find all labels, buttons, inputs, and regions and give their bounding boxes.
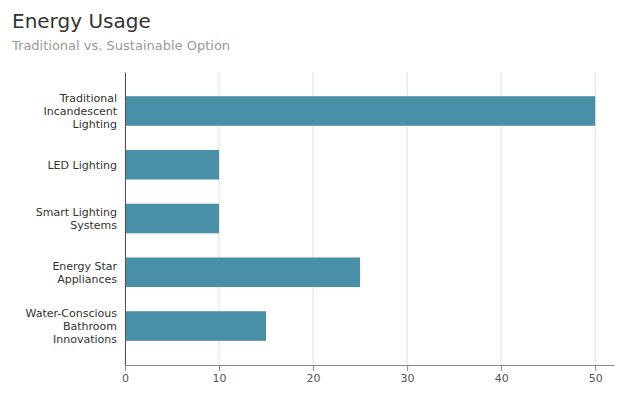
x-tick: 50 xyxy=(589,365,603,385)
x-axis: 0 10 20 30 40 50 xyxy=(122,365,615,385)
y-tick-label-line: Water-Conscious xyxy=(26,307,118,320)
grid xyxy=(125,72,595,365)
y-tick: Energy StarAppliances xyxy=(52,260,125,286)
plot: 0 10 20 30 40 50 Water-ConsciousBathroomInnova… xyxy=(26,72,615,385)
x-tick-label: 10 xyxy=(213,372,227,385)
y-tick-label-line: LED Lighting xyxy=(47,159,117,172)
x-tick-label: 30 xyxy=(401,372,415,385)
bar xyxy=(125,204,219,234)
y-tick: Smart LightingSystems xyxy=(36,206,125,232)
x-axis-line xyxy=(126,365,615,366)
x-tick-mark xyxy=(407,365,408,371)
y-tick-label: Water-ConsciousBathroomInnovations xyxy=(26,307,118,346)
subtitle: Traditional vs. Sustainable Option xyxy=(11,38,230,53)
y-tick: TraditionalIncandescentLighting xyxy=(43,92,125,131)
bars xyxy=(125,96,595,341)
y-tick: Water-ConsciousBathroomInnovations xyxy=(26,307,125,346)
x-tick-mark xyxy=(501,365,502,371)
y-tick-label-line: Bathroom xyxy=(63,320,117,333)
x-tick-label: 0 xyxy=(122,372,129,385)
x-tick-mark xyxy=(313,365,314,371)
x-tick-label: 40 xyxy=(495,372,509,385)
x-tick: 30 xyxy=(401,365,415,385)
x-tick: 10 xyxy=(213,365,227,385)
grid-line xyxy=(125,72,126,365)
y-tick-label-line: Energy Star xyxy=(52,260,117,273)
y-tick-label: TraditionalIncandescentLighting xyxy=(43,92,117,131)
x-tick-label: 50 xyxy=(589,372,603,385)
y-tick-label: LED Lighting xyxy=(47,159,117,172)
x-tick-mark xyxy=(125,365,126,371)
chart: Energy Usage Traditional vs. Sustainable … xyxy=(0,0,639,395)
x-tick-mark xyxy=(595,365,596,371)
bar xyxy=(125,311,266,341)
y-tick-label-line: Lighting xyxy=(73,118,117,131)
y-tick-label: Energy StarAppliances xyxy=(52,260,117,286)
x-tick-mark xyxy=(219,365,220,371)
x-tick: 40 xyxy=(495,365,509,385)
bar xyxy=(125,257,360,287)
x-tick-label: 20 xyxy=(307,372,321,385)
x-tick: 0 xyxy=(122,365,129,385)
bar xyxy=(125,150,219,180)
y-tick-label-line: Systems xyxy=(70,219,117,232)
y-axis: Water-ConsciousBathroomInnovations Energy… xyxy=(26,73,126,366)
y-tick-label: Smart LightingSystems xyxy=(36,206,118,232)
y-tick-label-line: Smart Lighting xyxy=(36,206,117,219)
bar xyxy=(125,96,595,126)
title: Energy Usage xyxy=(12,9,151,33)
y-tick-label-line: Incandescent xyxy=(43,105,117,118)
y-tick-label-line: Appliances xyxy=(57,273,117,286)
x-tick: 20 xyxy=(307,365,321,385)
y-tick-label-line: Innovations xyxy=(53,333,117,346)
y-tick: LED Lighting xyxy=(47,159,125,172)
y-tick-label-line: Traditional xyxy=(59,92,117,105)
y-axis-line xyxy=(125,73,126,366)
